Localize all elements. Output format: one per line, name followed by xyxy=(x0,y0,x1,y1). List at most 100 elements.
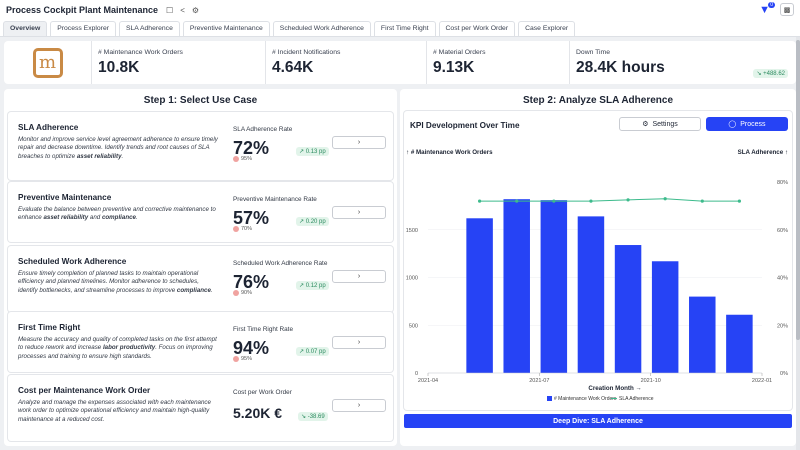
tab-first-time-right[interactable]: First Time Right xyxy=(373,21,436,36)
kpi-chart-card: KPI Development Over Time ⚙ Settings ◯ Pro… xyxy=(404,111,792,410)
point-sla-adherence xyxy=(626,198,630,202)
card-metric-label: Scheduled Work Adherence Rate xyxy=(233,260,328,267)
y-right-tick-label: 0% xyxy=(780,371,788,377)
point-sla-adherence xyxy=(700,199,704,203)
kpi-label: # Incident Notifications xyxy=(272,49,341,56)
x-tick-label: 2021-04 xyxy=(418,378,438,384)
target-dot-icon xyxy=(233,290,239,296)
card-open-button[interactable]: › xyxy=(332,270,386,283)
kpi-value: 28.4K hours xyxy=(576,59,665,76)
point-sla-adherence xyxy=(478,199,482,203)
kpi-material-orders: # Material Orders 9.13K xyxy=(427,41,570,84)
y-right-tick-label: 20% xyxy=(777,323,788,329)
filter-count-badge: 0 xyxy=(768,1,775,8)
card-delta-badge: ↗ 0.20 pp xyxy=(296,217,329,226)
kpi-down-time: Down Time 28.4K hours ↘ +488.62 xyxy=(570,41,796,84)
tab-cost-per-work-order[interactable]: Cost per Work Order xyxy=(438,21,516,36)
card-metric-value: 94% xyxy=(233,338,270,358)
process-icon: ◯ xyxy=(728,121,737,128)
tab-scheduled-work-adherence[interactable]: Scheduled Work Adherence xyxy=(272,21,371,36)
bar-work-orders xyxy=(689,296,716,373)
tab-sla-adherence[interactable]: SLA Adherence xyxy=(118,21,180,36)
card-description: Evaluate the balance between preventive … xyxy=(18,206,216,222)
tab-case-explorer[interactable]: Case Explorer xyxy=(518,21,576,36)
card-description: Monitor and improve service level agreem… xyxy=(18,136,218,160)
line-sla-adherence xyxy=(479,198,740,202)
card-open-button[interactable]: › xyxy=(332,336,386,349)
analysis-panel: Step 2: Analyze SLA Adherence KPI Develo… xyxy=(400,89,796,446)
y-right-tick-label: 60% xyxy=(777,228,788,234)
filter-icon[interactable]: ▼ 0 xyxy=(759,1,775,16)
card-open-button[interactable]: › xyxy=(332,136,386,149)
scrollbar-thumb[interactable] xyxy=(796,40,800,340)
card-metric-value: 57% xyxy=(233,208,270,228)
card-title: Preventive Maintenance xyxy=(18,193,112,202)
card-delta-badge: ↗ 0.12 pp xyxy=(296,281,329,290)
settings-button[interactable]: ⚙ Settings xyxy=(619,117,701,131)
top-bar: Process Cockpit Plant Maintenance ☐ < ⚙ … xyxy=(0,0,800,20)
y-left-tick-label: 500 xyxy=(409,323,418,329)
bar-work-orders xyxy=(503,199,530,373)
kpi-row: m # Maintenance Work Orders 10.8K # Inci… xyxy=(4,41,796,84)
legend-label-line: SLA Adherence xyxy=(619,396,654,402)
point-sla-adherence xyxy=(589,199,593,203)
process-button[interactable]: ◯ Process xyxy=(706,117,788,131)
use-case-card-cost[interactable]: Cost per Maintenance Work Order Analyze … xyxy=(8,375,393,441)
card-open-button[interactable]: › xyxy=(332,399,386,412)
use-case-card-first-time-right[interactable]: First Time Right Measure the accuracy an… xyxy=(8,312,393,372)
card-target: 70% xyxy=(233,226,252,232)
use-case-card-preventive[interactable]: Preventive Maintenance Evaluate the bala… xyxy=(8,182,393,242)
card-title: Scheduled Work Adherence xyxy=(18,257,127,266)
share-icon[interactable]: < xyxy=(180,5,185,15)
deep-dive-button[interactable]: Deep Dive: SLA Adherence xyxy=(404,414,792,428)
card-description: Ensure timely completion of planned task… xyxy=(18,270,213,294)
bar-work-orders xyxy=(651,261,679,373)
y-left-tick-label: 0 xyxy=(415,371,418,377)
right-axis-label: SLA Adherence ↑ xyxy=(738,149,788,156)
panel-toggle-icon[interactable]: ▩ xyxy=(780,3,794,16)
use-case-card-sla[interactable]: SLA Adherence Monitor and improve servic… xyxy=(8,112,393,180)
left-axis-label: ↑ # Maintenance Work Orders xyxy=(406,149,493,156)
target-dot-icon xyxy=(233,226,239,232)
card-title: First Time Right xyxy=(18,323,81,332)
card-metric-value: 76% xyxy=(233,272,270,292)
tab-preventive-maintenance[interactable]: Preventive Maintenance xyxy=(182,21,270,36)
card-metric-label: First Time Right Rate xyxy=(233,326,294,333)
tab-process-explorer[interactable]: Process Explorer xyxy=(50,21,116,36)
kpi-label: # Maintenance Work Orders xyxy=(98,49,183,56)
bookmark-icon[interactable]: ☐ xyxy=(166,5,174,15)
point-sla-adherence xyxy=(737,199,741,203)
y-right-tick-label: 80% xyxy=(777,180,788,186)
app-title: Process Cockpit Plant Maintenance xyxy=(6,5,159,15)
card-metric-label: Preventive Maintenance Rate xyxy=(233,196,317,203)
bar-work-orders xyxy=(577,216,605,373)
bar-work-orders xyxy=(540,200,568,373)
settings-icon[interactable]: ⚙ xyxy=(191,5,200,15)
bar-work-orders xyxy=(466,218,493,373)
x-tick-label: 2022-01 xyxy=(752,378,772,384)
tab-overview[interactable]: Overview xyxy=(3,21,48,36)
card-metric-label: Cost per Work Order xyxy=(233,389,292,396)
x-axis-label: Creation Month → xyxy=(588,385,641,392)
target-dot-icon xyxy=(233,156,239,162)
chart-title: KPI Development Over Time xyxy=(410,121,520,130)
card-description: Analyze and manage the expenses associat… xyxy=(18,399,211,423)
use-case-panel: Step 1: Select Use Case SLA Adherence Mo… xyxy=(4,89,397,446)
card-target: 95% xyxy=(233,356,252,362)
legend-label-bars: # Maintenance Work Orders xyxy=(554,396,617,402)
y-left-tick-label: 1000 xyxy=(406,276,418,282)
kpi-value: 4.64K xyxy=(272,59,314,76)
use-case-card-scheduled[interactable]: Scheduled Work Adherence Ensure timely c… xyxy=(8,246,393,312)
card-title: Cost per Maintenance Work Order xyxy=(18,386,151,395)
card-open-button[interactable]: › xyxy=(332,206,386,219)
card-delta-badge: ↗ 0.07 pp xyxy=(296,347,329,356)
x-tick-label: 2021-10 xyxy=(641,378,661,384)
tab-bar: Overview Process Explorer SLA Adherence … xyxy=(0,20,800,37)
kpi-label: # Material Orders xyxy=(433,49,486,56)
point-sla-adherence xyxy=(552,199,556,203)
step1-title: Step 1: Select Use Case xyxy=(143,95,258,106)
point-sla-adherence xyxy=(663,197,667,201)
y-right-tick-label: 40% xyxy=(777,276,788,282)
card-metric-value: 72% xyxy=(233,138,270,158)
card-metric-value: 5.20K € xyxy=(233,405,283,421)
